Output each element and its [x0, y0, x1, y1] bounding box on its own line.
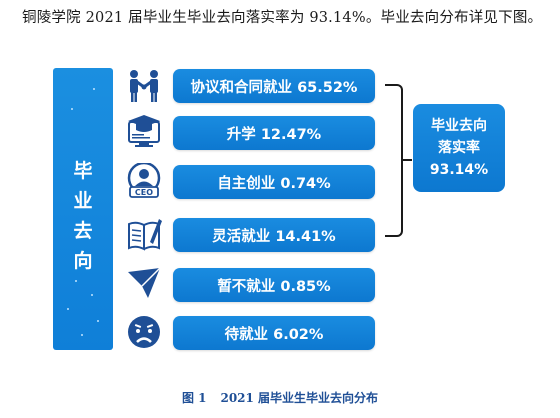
- destination-item-further-study: 升学 12.47%: [173, 116, 375, 150]
- left-title-char: 毕: [73, 160, 93, 182]
- sad-face-icon: [128, 316, 160, 348]
- decor-dot: [91, 294, 93, 296]
- placement-rate-box: 毕业去向 落实率 93.14%: [413, 104, 505, 192]
- destination-item-contract: 协议和合同就业 65.52%: [173, 69, 375, 103]
- placement-rate-value: 93.14%: [429, 162, 489, 178]
- placement-rate-line1: 毕业去向: [431, 118, 487, 134]
- decor-dot: [81, 334, 83, 336]
- decor-dot: [75, 280, 77, 282]
- figure-number: 图 1: [181, 391, 207, 405]
- placement-rate-line2: 落实率: [438, 140, 480, 156]
- destination-item-awaiting: 待就业 6.02%: [173, 316, 375, 350]
- intro-text: 铜陵学院 2021 届毕业生毕业去向落实率为 93.14%。毕业去向分布详见下图…: [22, 10, 543, 26]
- destination-item-self-employed: 自主创业 0.74%: [173, 165, 375, 199]
- destination-item-flexible: 灵活就业 14.41%: [173, 218, 375, 252]
- group-bracket-tick: [402, 159, 412, 161]
- destination-item-not-employed: 暂不就业 0.85%: [173, 268, 375, 302]
- left-title-char: 去: [73, 220, 93, 242]
- decor-dot: [67, 308, 69, 310]
- graduation-cap-icon: [128, 115, 160, 147]
- figure-title: 2021 届毕业生毕业去向分布: [220, 391, 379, 405]
- decor-dot: [71, 108, 73, 110]
- handshake-icon: [130, 70, 158, 102]
- svg-text:CEO: CEO: [135, 188, 153, 197]
- paper-plane-icon: [128, 267, 161, 298]
- decor-dot: [97, 320, 99, 322]
- group-bracket: [385, 84, 403, 237]
- notebook-pen-icon: [128, 219, 162, 251]
- figure-caption: 图 1 2021 届毕业生毕业去向分布: [0, 389, 560, 406]
- left-title-char: 业: [73, 190, 93, 212]
- left-title-char: 向: [73, 250, 93, 272]
- left-title-bar: 毕 业 去 向: [53, 68, 113, 350]
- decor-dot: [93, 88, 95, 90]
- ceo-icon: CEO: [127, 163, 161, 198]
